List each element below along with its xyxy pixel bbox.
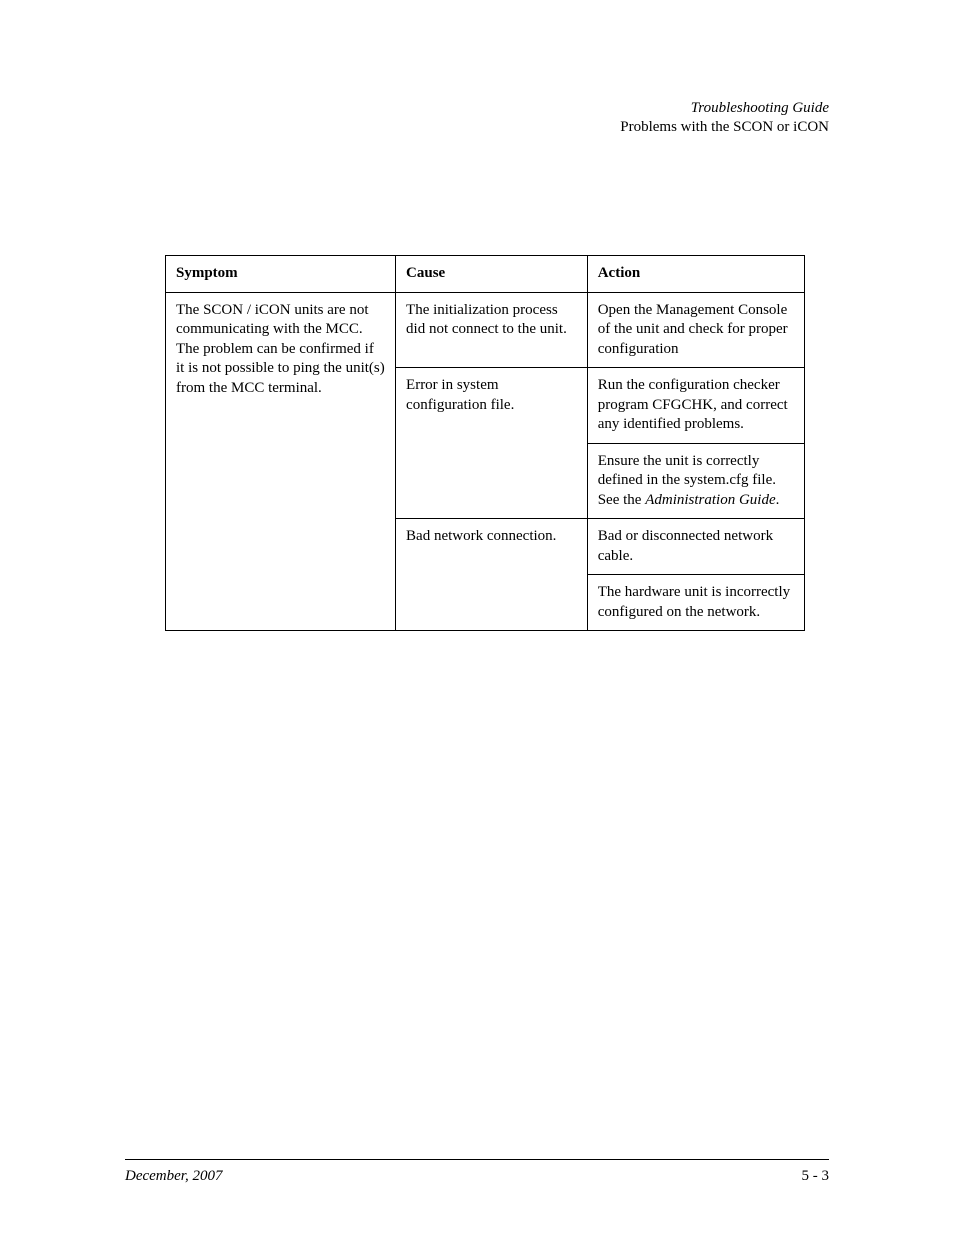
page-header: Troubleshooting Guide Problems with the …	[620, 100, 829, 136]
footer-date: December, 2007	[125, 1168, 222, 1185]
footer-rule	[125, 1159, 829, 1160]
table-header-row: Symptom Cause Action	[166, 256, 805, 293]
troubleshooting-table: Symptom Cause Action The SCON / iCON uni…	[165, 255, 805, 631]
cell-action: Bad or disconnected network cable.	[587, 519, 804, 575]
table-row: The SCON / iCON units are not communicat…	[166, 292, 805, 368]
header-title: Troubleshooting Guide	[620, 100, 829, 117]
cell-cause: Bad network connection.	[396, 519, 588, 631]
header-subtitle: Problems with the SCON or iCON	[620, 119, 829, 136]
cell-cause: The initialization process did not conne…	[396, 292, 588, 368]
cell-action-text-b: Administration Guide	[645, 492, 775, 508]
page: Troubleshooting Guide Problems with the …	[0, 0, 954, 1235]
col-header-symptom: Symptom	[166, 256, 396, 293]
cell-cause: Error in system configuration file.	[396, 368, 588, 519]
cell-action: Ensure the unit is correctly defined in …	[587, 443, 804, 519]
cell-action: Run the configuration checker program CF…	[587, 368, 804, 444]
cell-action-text-c: .	[776, 492, 780, 508]
footer-page-number: 5 - 3	[802, 1168, 830, 1185]
cell-action: Open the Management Console of the unit …	[587, 292, 804, 368]
col-header-action: Action	[587, 256, 804, 293]
troubleshooting-table-wrap: Symptom Cause Action The SCON / iCON uni…	[165, 255, 805, 631]
cell-action: The hardware unit is incorrectly configu…	[587, 575, 804, 631]
cell-symptom: The SCON / iCON units are not communicat…	[166, 292, 396, 631]
col-header-cause: Cause	[396, 256, 588, 293]
